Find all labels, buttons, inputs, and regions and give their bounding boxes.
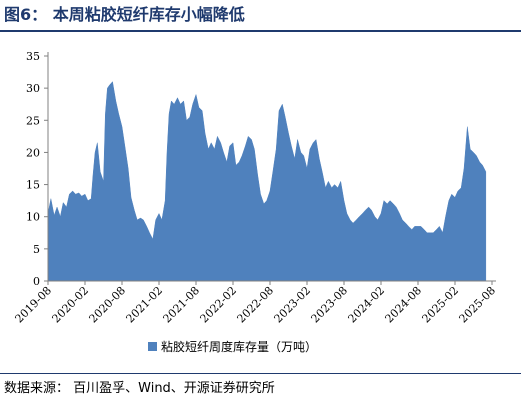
y-tick-label: 35	[26, 50, 40, 63]
legend: 粘胶短纤周度库存量（万吨）	[148, 339, 317, 354]
x-tick-label: 2019-08	[13, 284, 55, 326]
title-divider	[0, 30, 521, 32]
y-tick-label: 30	[26, 82, 40, 95]
x-tick-label: 2024-08	[383, 284, 425, 326]
figure-title: 图6： 本周粘胶短纤库存小幅降低	[4, 5, 245, 24]
source-divider	[0, 373, 521, 374]
x-tick-label: 2025-08	[457, 284, 499, 326]
y-tick-label: 25	[26, 114, 40, 127]
y-tick-label: 10	[26, 211, 40, 224]
y-tick-label: 20	[26, 146, 40, 159]
x-tick-label: 2022-08	[235, 284, 277, 326]
legend-label: 粘胶短纤周度库存量（万吨）	[161, 339, 317, 354]
y-tick-label: 5	[33, 243, 40, 256]
x-tick-label: 2024-02	[346, 284, 388, 326]
y-tick-label: 15	[26, 179, 40, 192]
x-tick-label: 2025-02	[420, 284, 462, 326]
series-area	[47, 81, 487, 282]
x-tick-label: 2021-02	[124, 284, 166, 326]
x-tick-label: 2023-02	[272, 284, 314, 326]
x-tick-label: 2020-08	[87, 284, 129, 326]
source-note: 数据来源： 百川盈孚、Wind、开源证券研究所	[4, 381, 275, 396]
x-tick-label: 2023-08	[309, 284, 351, 326]
x-axis-ticks: 2019-082020-022020-082021-022021-082022-…	[13, 281, 499, 326]
x-tick-label: 2020-02	[50, 284, 92, 326]
x-tick-label: 2022-02	[198, 284, 240, 326]
x-tick-label: 2021-08	[161, 284, 203, 326]
y-axis-ticks: 0 5 10 15 20 25 30 35	[26, 50, 48, 288]
legend-swatch	[148, 342, 157, 351]
y-tick-label: 0	[33, 275, 40, 288]
